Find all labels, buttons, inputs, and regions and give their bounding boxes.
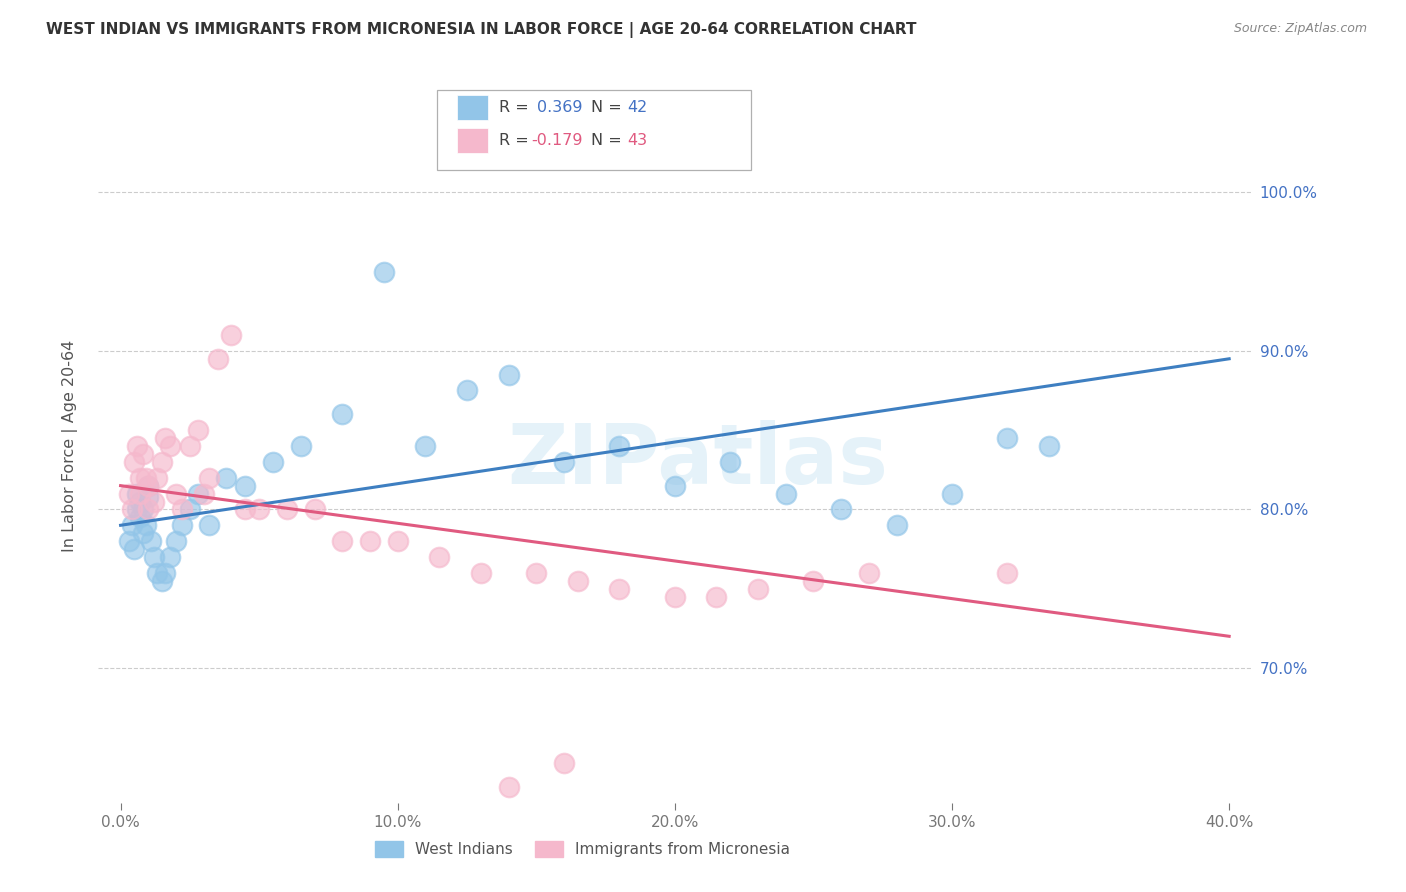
Point bbox=[276, 502, 298, 516]
Point bbox=[664, 478, 686, 492]
Point bbox=[142, 549, 165, 564]
Point bbox=[159, 549, 181, 564]
Text: R =: R = bbox=[499, 134, 534, 148]
Point bbox=[135, 518, 157, 533]
Point bbox=[997, 431, 1019, 445]
Point bbox=[706, 590, 728, 604]
Point bbox=[262, 455, 284, 469]
Text: Source: ZipAtlas.com: Source: ZipAtlas.com bbox=[1233, 22, 1367, 36]
Point bbox=[129, 486, 152, 500]
Point bbox=[132, 502, 155, 516]
Point bbox=[142, 494, 165, 508]
Point bbox=[150, 574, 173, 588]
Point bbox=[247, 502, 270, 516]
Point bbox=[136, 478, 159, 492]
Point bbox=[427, 549, 450, 564]
Point bbox=[1038, 439, 1060, 453]
Point bbox=[136, 490, 159, 504]
Point bbox=[118, 534, 141, 549]
Point bbox=[145, 471, 167, 485]
Point bbox=[359, 534, 381, 549]
Point bbox=[145, 566, 167, 580]
Point bbox=[193, 486, 215, 500]
Point bbox=[609, 439, 631, 453]
Point bbox=[456, 384, 478, 398]
Point bbox=[470, 566, 492, 580]
Point bbox=[118, 486, 141, 500]
Text: ZIPatlas: ZIPatlas bbox=[508, 420, 889, 500]
Point bbox=[941, 486, 963, 500]
Point bbox=[498, 368, 520, 382]
Point bbox=[179, 502, 201, 516]
Point bbox=[124, 455, 146, 469]
Point bbox=[139, 534, 162, 549]
Text: N =: N = bbox=[591, 134, 627, 148]
Point bbox=[553, 455, 575, 469]
Point bbox=[233, 478, 256, 492]
Point bbox=[387, 534, 409, 549]
Point bbox=[179, 439, 201, 453]
Point bbox=[524, 566, 547, 580]
Point bbox=[127, 502, 149, 516]
Point bbox=[132, 447, 155, 461]
Point bbox=[129, 494, 152, 508]
Point bbox=[136, 478, 159, 492]
Text: 0.369: 0.369 bbox=[537, 101, 582, 115]
Point bbox=[553, 756, 575, 771]
Point bbox=[121, 518, 143, 533]
Point bbox=[718, 455, 741, 469]
Point bbox=[330, 407, 353, 421]
Text: 43: 43 bbox=[627, 134, 647, 148]
Point bbox=[187, 486, 209, 500]
Legend: West Indians, Immigrants from Micronesia: West Indians, Immigrants from Micronesia bbox=[368, 835, 796, 863]
Point bbox=[165, 486, 187, 500]
Point bbox=[187, 423, 209, 437]
Point bbox=[330, 534, 353, 549]
Point bbox=[215, 471, 238, 485]
Point bbox=[198, 471, 221, 485]
Point bbox=[135, 471, 157, 485]
Point bbox=[207, 351, 229, 366]
Point bbox=[609, 582, 631, 596]
Point bbox=[132, 526, 155, 541]
Point bbox=[127, 439, 149, 453]
Point bbox=[121, 502, 143, 516]
Point bbox=[165, 534, 187, 549]
Point bbox=[221, 328, 243, 343]
Point bbox=[153, 566, 176, 580]
Point bbox=[127, 486, 149, 500]
Point bbox=[153, 431, 176, 445]
Text: N =: N = bbox=[591, 101, 627, 115]
Point bbox=[170, 502, 193, 516]
Point bbox=[159, 439, 181, 453]
Point bbox=[304, 502, 326, 516]
Point bbox=[136, 502, 159, 516]
Point bbox=[803, 574, 825, 588]
Point bbox=[233, 502, 256, 516]
Point bbox=[373, 264, 395, 278]
Point bbox=[664, 590, 686, 604]
Point bbox=[775, 486, 797, 500]
Point bbox=[150, 455, 173, 469]
Point bbox=[886, 518, 908, 533]
Point bbox=[198, 518, 221, 533]
Text: -0.179: -0.179 bbox=[531, 134, 583, 148]
Point bbox=[290, 439, 312, 453]
Y-axis label: In Labor Force | Age 20-64: In Labor Force | Age 20-64 bbox=[62, 340, 77, 552]
Point bbox=[567, 574, 589, 588]
Point bbox=[170, 518, 193, 533]
Point bbox=[124, 542, 146, 557]
Point bbox=[498, 780, 520, 794]
Point bbox=[415, 439, 437, 453]
Point bbox=[129, 471, 152, 485]
Point bbox=[858, 566, 880, 580]
Text: WEST INDIAN VS IMMIGRANTS FROM MICRONESIA IN LABOR FORCE | AGE 20-64 CORRELATION: WEST INDIAN VS IMMIGRANTS FROM MICRONESI… bbox=[46, 22, 917, 38]
Point bbox=[997, 566, 1019, 580]
Text: R =: R = bbox=[499, 101, 534, 115]
Point bbox=[129, 510, 152, 524]
Point bbox=[830, 502, 852, 516]
Point bbox=[747, 582, 769, 596]
Text: 42: 42 bbox=[627, 101, 647, 115]
